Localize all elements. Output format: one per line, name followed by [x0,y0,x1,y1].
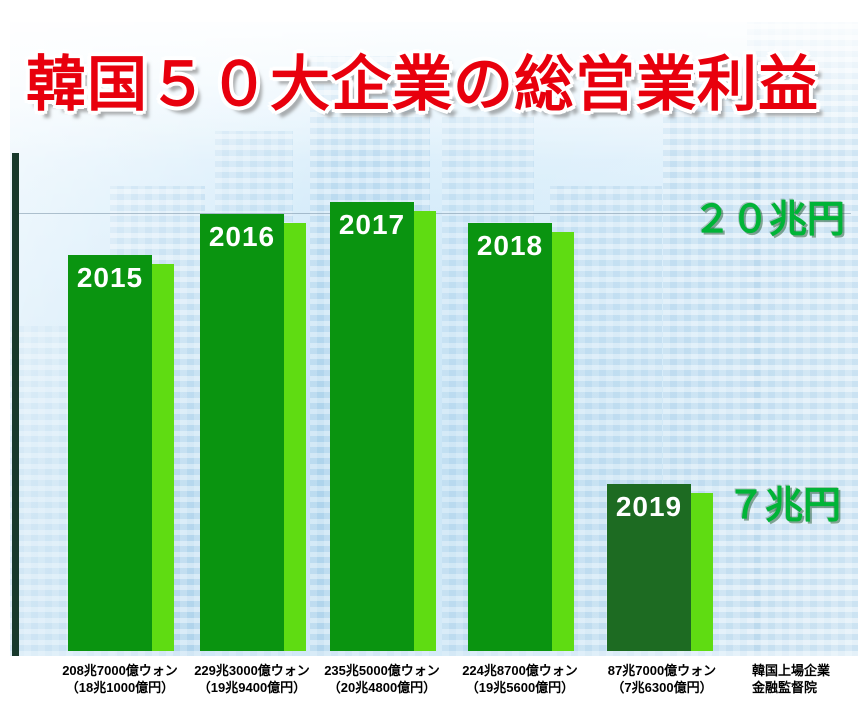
bar-year-label: 2016 [208,221,276,252]
bar-side [284,223,306,651]
bar-front [200,214,284,651]
bar-side [552,232,574,651]
bar-side [152,264,174,651]
bar-caption: 87兆7000億ウォン （7兆6300億円） [582,662,742,696]
bar-caption: 235兆5000億ウォン （20兆4800億円） [302,662,462,696]
source-attribution: 韓国上場企業 金融監督院 [752,662,862,696]
source-line-2: 金融監督院 [752,680,818,695]
page-title: 韓国５０大企業の総営業利益 [26,51,819,118]
bar-front [330,202,414,651]
caption-yen-line: （19兆9400億円） [197,680,307,695]
caption-yen-line: （18兆1000億円） [65,680,175,695]
bar-caption: 208兆7000億ウォン （18兆1000億円） [40,662,200,696]
annotation-20-trillion-yen: ２０兆円 [693,199,846,241]
caption-yen-line: （7兆6300億円） [611,680,713,695]
caption-yen-line: （20兆4800億円） [327,680,437,695]
bar-front [468,223,552,651]
caption-won-line: 87兆7000億ウォン [607,663,717,678]
caption-won-line: 208兆7000億ウォン [62,663,178,678]
bar-group: 2018 [468,223,574,651]
caption-won-line: 229兆3000億ウォン [194,663,310,678]
annotation-7-trillion-yen: ７兆円 [727,485,842,527]
bar-front [607,484,691,651]
y-axis-line [12,153,19,656]
bar-caption: 224兆8700億ウォン （19兆5600億円） [440,662,600,696]
bar-year-label: 2018 [476,230,544,261]
bar-year-label: 2015 [76,262,144,293]
bar-side [414,211,436,651]
source-line-1: 韓国上場企業 [752,663,831,678]
bar-group: 2019 [607,484,713,651]
caption-won-line: 235兆5000億ウォン [324,663,440,678]
bar-group: 2016 [200,214,306,651]
caption-yen-line: （19兆5600億円） [465,680,575,695]
caption-won-line: 224兆8700億ウォン [462,663,578,678]
bar-year-label: 2019 [615,491,683,522]
bar-year-label: 2017 [338,209,406,240]
bar-group: 2017 [330,202,436,651]
bar-caption: 229兆3000億ウォン （19兆9400億円） [172,662,332,696]
bar-side [691,493,713,651]
bar-front [68,255,152,651]
bar-group: 2015 [68,255,174,651]
